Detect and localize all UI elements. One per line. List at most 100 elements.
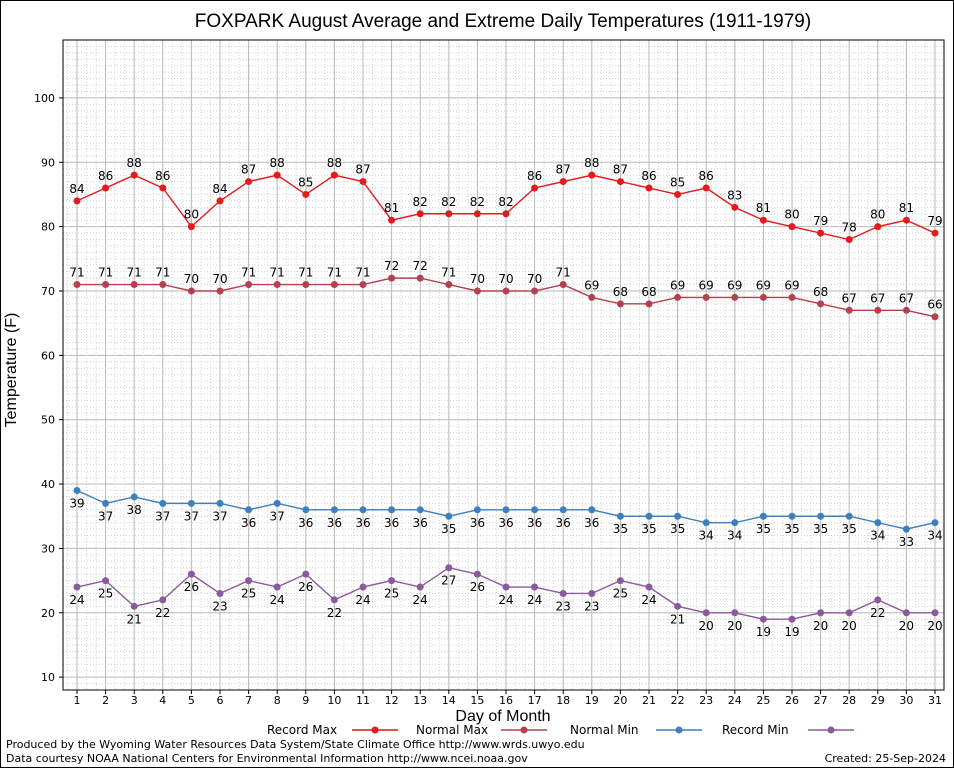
data-point	[330, 506, 338, 514]
data-label: 71	[441, 266, 456, 280]
data-point	[245, 506, 253, 514]
x-tick-label: 13	[413, 694, 427, 707]
data-label: 35	[756, 522, 771, 536]
data-label: 36	[355, 516, 370, 530]
data-point	[445, 512, 453, 520]
x-tick-label: 22	[671, 694, 685, 707]
data-point	[330, 281, 338, 289]
data-point	[788, 223, 796, 231]
y-tick-label: 30	[41, 542, 55, 555]
data-label: 26	[184, 580, 199, 594]
data-label: 36	[241, 516, 256, 530]
data-point	[759, 512, 767, 520]
data-label: 71	[241, 266, 256, 280]
data-label: 39	[69, 496, 84, 510]
data-point	[559, 281, 567, 289]
x-tick-label: 27	[814, 694, 828, 707]
legend-label: Record Min	[722, 723, 789, 737]
legend-item: Normal Max	[416, 723, 547, 737]
data-point	[874, 596, 882, 604]
x-tick-label: 23	[699, 694, 713, 707]
data-point	[187, 570, 195, 578]
data-point	[102, 499, 110, 507]
data-label: 71	[270, 266, 285, 280]
x-tick-label: 11	[356, 694, 370, 707]
x-tick-label: 6	[217, 694, 224, 707]
data-label: 69	[670, 278, 685, 292]
data-label: 20	[842, 619, 857, 633]
data-point	[302, 506, 310, 514]
data-point	[388, 577, 396, 585]
data-point	[388, 274, 396, 282]
legend-item: Normal Min	[570, 723, 702, 737]
data-label: 37	[98, 509, 113, 523]
data-point	[216, 589, 224, 597]
data-point	[130, 493, 138, 501]
data-point	[702, 293, 710, 301]
data-point	[473, 506, 481, 514]
data-point	[902, 609, 910, 617]
x-tick-label: 14	[442, 694, 456, 707]
data-point	[759, 216, 767, 224]
data-point	[359, 281, 367, 289]
series-layer: 84 86 88 86 80 84 87 88 85 88 87 81 82 82 82 82 86 87 88 87…	[69, 156, 942, 639]
data-point	[159, 184, 167, 192]
data-point	[216, 197, 224, 205]
data-label: 22	[870, 606, 885, 620]
data-point	[330, 596, 338, 604]
data-label: 35	[784, 522, 799, 536]
x-tick-label: 17	[528, 694, 542, 707]
data-point	[388, 216, 396, 224]
data-label: 86	[641, 169, 656, 183]
x-tick-label: 18	[556, 694, 570, 707]
data-label: 86	[699, 169, 714, 183]
data-point	[531, 506, 539, 514]
data-label: 35	[670, 522, 685, 536]
data-label: 81	[899, 201, 914, 215]
data-point	[445, 210, 453, 218]
data-point	[674, 602, 682, 610]
y-axis-label: Temperature (F)	[3, 313, 20, 428]
data-point	[187, 499, 195, 507]
data-label: 36	[556, 516, 571, 530]
data-label: 26	[470, 580, 485, 594]
data-label: 83	[727, 188, 742, 202]
series-normal-max: 71 71 71 71 70 70 71 71 71 71 71 72 72 71 70 70 70 71 69 68…	[69, 259, 943, 321]
data-label: 88	[327, 156, 342, 170]
data-label: 23	[212, 599, 227, 613]
data-label: 78	[842, 221, 857, 235]
data-point	[416, 210, 424, 218]
y-tick-label: 50	[41, 414, 55, 427]
data-label: 25	[613, 587, 628, 601]
data-label: 35	[813, 522, 828, 536]
x-tick-label: 28	[842, 694, 856, 707]
data-point	[130, 281, 138, 289]
data-label: 84	[212, 182, 227, 196]
legend-marker	[371, 726, 379, 734]
data-point	[216, 287, 224, 295]
data-point	[588, 506, 596, 514]
data-point	[159, 499, 167, 507]
data-point	[245, 178, 253, 186]
data-label: 70	[470, 272, 485, 286]
data-point	[159, 596, 167, 604]
data-label: 85	[670, 175, 685, 189]
data-point	[559, 506, 567, 514]
data-label: 67	[899, 291, 914, 305]
data-label: 24	[413, 593, 428, 607]
data-label: 67	[870, 291, 885, 305]
x-tick-label: 24	[728, 694, 742, 707]
data-point	[702, 184, 710, 192]
data-point	[273, 499, 281, 507]
data-label: 24	[69, 593, 84, 607]
data-label: 70	[184, 272, 199, 286]
legend-item: Record Min	[722, 723, 854, 737]
data-point	[616, 512, 624, 520]
data-label: 25	[241, 587, 256, 601]
data-label: 35	[613, 522, 628, 536]
data-label: 35	[641, 522, 656, 536]
data-label: 21	[127, 612, 142, 626]
data-point	[788, 512, 796, 520]
data-label: 82	[470, 195, 485, 209]
y-tick-label: 80	[41, 221, 55, 234]
